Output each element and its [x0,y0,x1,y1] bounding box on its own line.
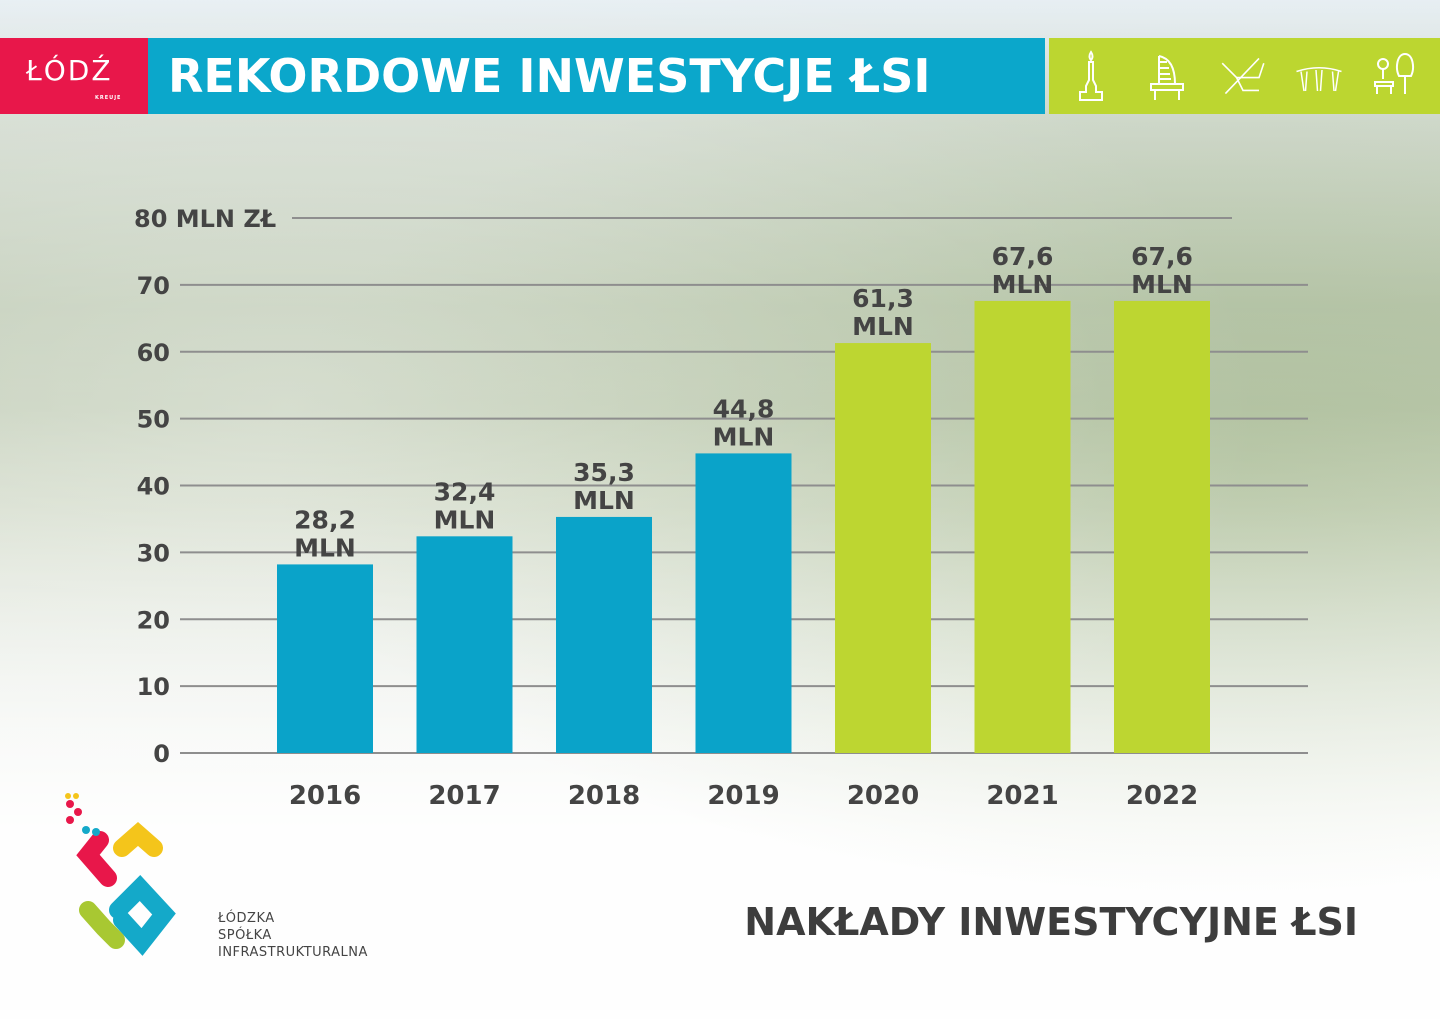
y-tick-label: 20 [137,606,170,634]
data-label-value: 67,6 [992,242,1054,271]
org-line: ŁÓDZKA [218,911,275,926]
data-label-value: 32,4 [434,477,496,506]
y-tick-label: 30 [137,539,170,567]
data-label-unit: MLN [713,422,775,451]
logo-subtext: KREUJE [95,95,122,101]
y-tick-label: 50 [137,406,170,434]
x-tick-label: 2017 [428,781,500,811]
y-tick-label: 0 [153,740,170,768]
data-label-unit: MLN [434,505,496,534]
data-label-unit: MLN [294,533,356,562]
y-tick-label: 80 MLN ZŁ [134,205,276,233]
data-label-unit: MLN [1131,270,1193,299]
y-tick-label: 60 [137,339,170,367]
data-label-value: 35,3 [573,458,635,487]
data-label-value: 28,2 [294,505,356,534]
data-label-value: 44,8 [713,394,775,423]
x-tick-label: 2020 [847,781,919,811]
lodz-logo: ŁÓDŹ KREUJE [0,38,148,114]
data-label-value: 67,6 [1131,242,1193,271]
rowing-boat-icon [1221,57,1265,95]
pavilion-icon [1296,67,1342,92]
park-bench-tree-icon [1374,52,1414,94]
sculpture-icon [1150,55,1184,100]
bar-2016 [277,564,373,753]
lsi-name: ŁÓDZKA SPÓŁKA INFRASTRUKTURALNA [218,910,368,961]
org-line: SPÓŁKA [218,928,272,943]
data-label-unit: MLN [573,486,635,515]
title-bar [148,38,1045,114]
bar-2021 [974,300,1071,753]
bar-2020 [835,343,931,753]
y-tick-label: 40 [137,473,170,501]
chart-title: NAKŁADY INWESTYCYJNE ŁSI [744,900,1358,944]
y-tick-label: 10 [137,673,170,701]
y-tick-label: 70 [137,272,170,300]
data-label-unit: MLN [852,312,914,341]
lsi-logo [60,790,200,974]
bar-2019 [695,453,792,753]
icon-bar [1049,38,1440,114]
x-tick-label: 2016 [289,781,361,811]
monument-icon [1079,50,1103,101]
page-title: REKORDOWE INWESTYCJE ŁSI [168,49,931,103]
header: ŁÓDŹ KREUJE REKORDOWE INWESTYCJE ŁSI [0,38,1440,114]
x-tick-label: 2021 [986,781,1058,811]
bar-2022 [1114,300,1210,753]
bar-2017 [416,536,513,753]
data-label-unit: MLN [992,270,1054,299]
bar-2018 [556,516,652,753]
logo-text: ŁÓDŹ [26,54,113,87]
x-tick-label: 2018 [568,781,640,811]
x-tick-label: 2022 [1126,781,1198,811]
data-label-value: 61,3 [852,284,914,313]
org-line: INFRASTRUKTURALNA [218,945,368,960]
x-tick-label: 2019 [707,781,779,811]
lsi-logo-mark [65,793,176,956]
